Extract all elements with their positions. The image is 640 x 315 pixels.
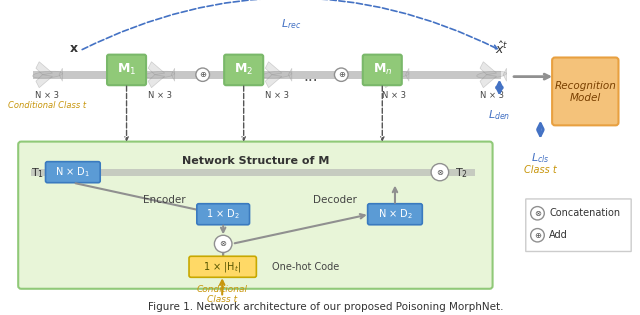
Polygon shape xyxy=(289,68,292,81)
Text: Network Structure of M: Network Structure of M xyxy=(182,156,329,166)
Text: $\hat{x}^t$: $\hat{x}^t$ xyxy=(495,41,508,57)
Ellipse shape xyxy=(33,71,62,78)
Polygon shape xyxy=(172,68,175,81)
FancyBboxPatch shape xyxy=(552,58,618,125)
Polygon shape xyxy=(148,75,164,88)
FancyBboxPatch shape xyxy=(526,199,631,251)
Text: N × 3: N × 3 xyxy=(265,91,289,100)
Polygon shape xyxy=(480,75,497,88)
Polygon shape xyxy=(265,75,282,88)
Text: T$_1$: T$_1$ xyxy=(31,166,44,180)
Text: $L_{rec}$: $L_{rec}$ xyxy=(282,17,301,31)
Text: ⊕: ⊕ xyxy=(534,231,541,240)
Text: ⊗: ⊗ xyxy=(534,209,541,218)
FancyBboxPatch shape xyxy=(107,54,146,85)
Text: ...: ... xyxy=(304,69,318,84)
Text: Concatenation: Concatenation xyxy=(549,208,620,218)
Circle shape xyxy=(431,163,449,181)
Ellipse shape xyxy=(379,71,409,78)
Text: $L_{den}$: $L_{den}$ xyxy=(488,108,511,122)
Polygon shape xyxy=(382,75,399,88)
Text: ⊕: ⊕ xyxy=(199,70,206,79)
Polygon shape xyxy=(503,68,506,81)
Polygon shape xyxy=(148,62,164,75)
Circle shape xyxy=(335,68,348,81)
Polygon shape xyxy=(480,62,497,75)
Text: Add: Add xyxy=(549,230,568,240)
Text: M$_n$: M$_n$ xyxy=(372,62,392,77)
Text: Conditional Class t: Conditional Class t xyxy=(8,100,86,110)
Text: N × 3: N × 3 xyxy=(35,91,60,100)
Circle shape xyxy=(214,235,232,252)
Polygon shape xyxy=(406,68,409,81)
Bar xyxy=(33,71,501,78)
Text: M$_2$: M$_2$ xyxy=(234,62,253,77)
Text: Figure 1. Network architecture of our proposed Poisoning MorphNet.: Figure 1. Network architecture of our pr… xyxy=(148,302,504,312)
FancyBboxPatch shape xyxy=(45,162,100,183)
Bar xyxy=(31,169,475,176)
Polygon shape xyxy=(36,75,52,88)
Text: Recognition
Model: Recognition Model xyxy=(554,81,616,103)
Text: 1 × |H$_t$|: 1 × |H$_t$| xyxy=(203,260,241,274)
Text: M$_1$: M$_1$ xyxy=(117,62,136,77)
Polygon shape xyxy=(59,68,63,81)
Text: N × 3: N × 3 xyxy=(382,91,406,100)
Text: ⊗: ⊗ xyxy=(220,239,227,248)
Circle shape xyxy=(531,229,544,242)
Text: 1 × D$_2$: 1 × D$_2$ xyxy=(206,207,240,221)
Text: ⊕: ⊕ xyxy=(338,70,345,79)
FancyBboxPatch shape xyxy=(18,142,493,289)
Text: N × 3: N × 3 xyxy=(479,91,504,100)
Text: Conditional
Class t: Conditional Class t xyxy=(196,285,248,304)
Text: ⊗: ⊗ xyxy=(436,168,444,177)
Circle shape xyxy=(196,68,209,81)
Circle shape xyxy=(531,207,544,220)
Ellipse shape xyxy=(477,71,506,78)
Text: N × D$_2$: N × D$_2$ xyxy=(378,207,412,221)
Text: Decoder: Decoder xyxy=(314,195,357,205)
Polygon shape xyxy=(36,62,52,75)
FancyBboxPatch shape xyxy=(189,256,257,277)
Text: $L_{cls}$: $L_{cls}$ xyxy=(531,151,550,165)
Polygon shape xyxy=(265,62,282,75)
Text: N × 3: N × 3 xyxy=(148,91,172,100)
FancyBboxPatch shape xyxy=(197,204,250,225)
FancyBboxPatch shape xyxy=(367,204,422,225)
Ellipse shape xyxy=(262,71,292,78)
FancyBboxPatch shape xyxy=(363,54,402,85)
Text: N × D$_1$: N × D$_1$ xyxy=(56,165,90,179)
FancyBboxPatch shape xyxy=(224,54,263,85)
Text: One-hot Code: One-hot Code xyxy=(272,262,339,272)
Ellipse shape xyxy=(145,71,175,78)
Text: $\mathbf{x}$: $\mathbf{x}$ xyxy=(69,43,79,55)
Text: Encoder: Encoder xyxy=(143,195,186,205)
Text: T$_2$: T$_2$ xyxy=(454,166,468,180)
Polygon shape xyxy=(382,62,399,75)
Text: Class t: Class t xyxy=(524,165,557,175)
